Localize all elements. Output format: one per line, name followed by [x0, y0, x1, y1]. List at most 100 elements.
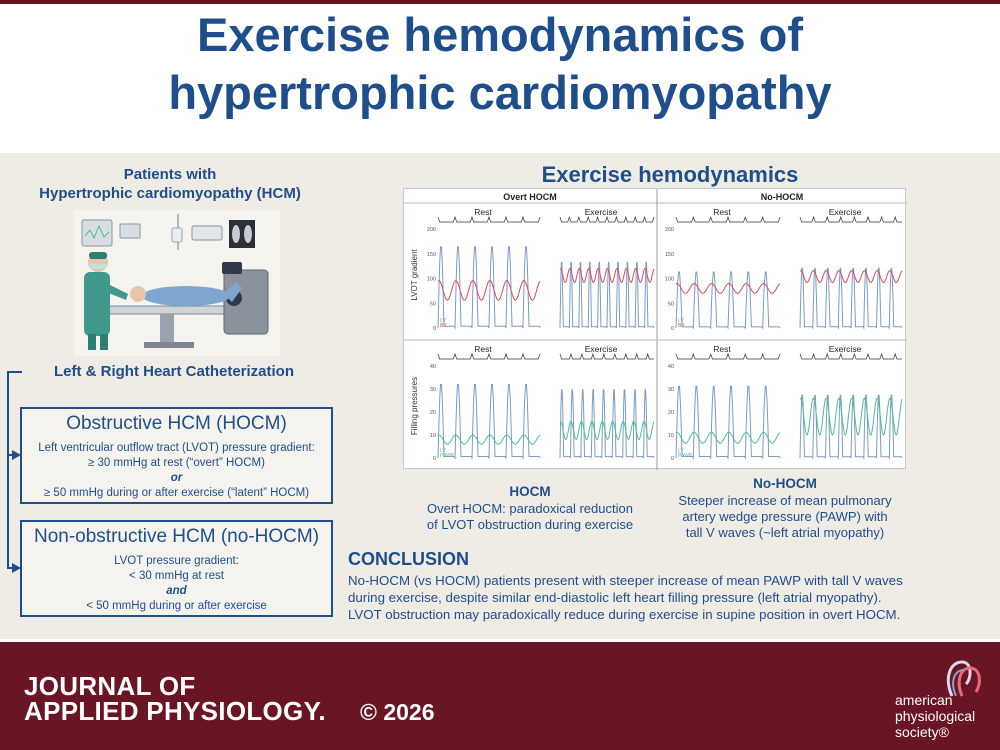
arrow-to-nohocm	[12, 563, 21, 573]
bracket-vertical	[7, 371, 9, 569]
exercise-hemodynamics-heading: Exercise hemodynamics	[541, 162, 799, 187]
journal-name-line-2: APPLIED PHYSIOLOGY.	[24, 696, 326, 726]
group-label-no-hocm: No-HOCM	[761, 192, 804, 202]
journal-name-line-1: JOURNAL OF	[24, 671, 196, 701]
society-name-line-2: physiological	[895, 708, 976, 724]
nohocm-exercise-filling-second-trace	[799, 397, 903, 436]
nohocm-rest-lvot-tick-label: 0	[671, 326, 674, 332]
catheterization-illustration	[74, 210, 280, 356]
hocm-exercise-lvot-label: Exercise	[585, 207, 618, 217]
nohocm-rest-lvot-label: Rest	[713, 207, 731, 217]
nohocm-rest-filling-tick-label: 0	[671, 456, 674, 462]
title-line-2: hypertrophic cardiomyopathy	[168, 66, 832, 119]
hocm-line-3: ≥ 50 mmHg during or after exercise (“lat…	[43, 487, 310, 499]
hocm-caption: HOCM Overt HOCM: paradoxical reduction o…	[410, 484, 650, 533]
hocm-rest-lvot-lv-trace	[437, 246, 541, 330]
hocm-caption-title: HOCM	[509, 484, 551, 499]
hocm-exercise-filling-lv-trace	[559, 389, 655, 459]
nohocm-exercise-filling-lv-trace	[799, 394, 903, 460]
hocm-rest-filling-lv-trace	[437, 384, 541, 460]
hocm-rest-lvot-tick-label: 100	[427, 277, 436, 283]
nohocm-rest-filling-lv-trace	[675, 385, 781, 460]
conclusion-line-1: No-HOCM (vs HOCM) patients present with …	[348, 573, 903, 588]
society-name-line-3: society®	[895, 724, 949, 740]
hocm-rest-filling-ecg-trace	[437, 352, 541, 360]
conclusion-line-2: during exercise, despite similar end-dia…	[348, 590, 882, 605]
patients-heading-line-1: Patients with	[123, 166, 217, 183]
nohocm-exercise-lvot-ecg-trace	[799, 215, 902, 223]
hocm-exercise-filling-ecg-trace	[559, 352, 654, 360]
nohocm-line-3: < 50 mmHg during or after exercise	[86, 600, 267, 612]
hocm-rest-lvot-tick-label: 0	[433, 326, 436, 332]
hocm-exercise-filling-panel: Exercise	[559, 344, 655, 459]
hocm-rest-lvot-second-trace	[437, 279, 541, 301]
nohocm-line-1: LVOT pressure gradient:	[114, 555, 239, 567]
nohocm-rest-filling-tick-label: 20	[668, 410, 674, 416]
hocm-line-2: ≥ 30 mmHg at rest (“overt” HOCM)	[88, 457, 265, 469]
hocm-exercise-lvot-second-trace	[559, 267, 655, 284]
copyright-year: © 2026	[360, 699, 435, 725]
hocm-exercise-lvot-panel: Exercise	[559, 207, 655, 329]
nohocm-caption-title: No-HOCM	[753, 476, 817, 491]
nohocm-caption-line-2: artery wedge pressure (PAWP) with	[682, 509, 888, 524]
hocm-rest-filling-label: Rest	[474, 344, 492, 354]
nohocm-definition-box: Non-obstructive HCM (no-HOCM) LVOT press…	[20, 520, 333, 617]
hocm-rest-lvot-tick-label: 200	[427, 227, 436, 233]
aps-logo-icon	[946, 660, 981, 697]
hocm-rest-filling-second-trace	[437, 434, 541, 445]
conclusion-line-3: LVOT obstruction may paradoxically reduc…	[348, 607, 901, 622]
hocm-exercise-filling-label: Exercise	[585, 344, 618, 354]
bracket-to-hocm	[7, 454, 13, 456]
nohocm-rest-filling-tick-label: 40	[668, 364, 674, 370]
journal-name: JOURNAL OF APPLIED PHYSIOLOGY.	[24, 671, 326, 726]
hocm-rest-filling-legend-lv: LV	[440, 448, 446, 454]
society-name-line-1: american	[895, 692, 953, 708]
hocm-line-1: Left ventricular outflow tract (LVOT) pr…	[38, 442, 315, 454]
nohocm-rest-lvot-tick-label: 200	[665, 227, 674, 233]
nohocm-exercise-filling-label: Exercise	[829, 344, 862, 354]
conclusion-heading: CONCLUSION	[348, 549, 469, 569]
nohocm-rest-filling-legend-lv: LV	[678, 448, 684, 454]
nohocm-exercise-filling-ecg-trace	[799, 352, 902, 360]
nohocm-rest-lvot-tick-label: 100	[665, 277, 674, 283]
arrow-to-hocm	[12, 450, 21, 460]
nohocm-rest-filling-label: Rest	[713, 344, 731, 354]
hemodynamic-tracings-figure: Overt HOCM No-HOCM LVOT gradient Filling…	[403, 188, 907, 470]
nohocm-rest-lvot-tick-label: 150	[665, 252, 674, 258]
hocm-rest-filling-tick-label: 30	[430, 387, 436, 393]
hocm-rest-filling-tick-label: 40	[430, 364, 436, 370]
nohocm-exercise-lvot-panel: Exercise	[799, 207, 903, 330]
nohocm-exercise-filling-panel: Exercise	[799, 344, 903, 460]
hocm-title: Obstructive HCM (HOCM)	[66, 413, 287, 434]
hocm-rest-lvot-label: Rest	[474, 207, 492, 217]
nohocm-exercise-lvot-label: Exercise	[829, 207, 862, 217]
nohocm-exercise-lvot-second-trace	[799, 270, 903, 284]
page-title: Exercise hemodynamics of hypertrophic ca…	[0, 6, 1000, 122]
hocm-rest-lvot-tick-label: 150	[427, 252, 436, 258]
nohocm-rest-filling-ecg-trace	[675, 352, 781, 360]
row-label-filling: Filling pressures	[410, 377, 419, 435]
nohocm-rest-lvot-legend-lv: LV	[678, 318, 684, 324]
hocm-exercise-filling-second-trace	[559, 420, 655, 441]
bracket-top	[7, 371, 22, 373]
nohocm-caption-line-1: Steeper increase of mean pulmonary	[678, 493, 892, 508]
nohocm-rest-lvot-second-trace	[675, 282, 781, 294]
nohocm-rest-filling-tick-label: 10	[668, 433, 674, 439]
nohocm-line-and: and	[166, 585, 187, 597]
journal-footer	[0, 642, 1000, 750]
hocm-caption-line-2: of LVOT obstruction during exercise	[426, 517, 634, 532]
patients-heading-line-2: Hypertrophic cardiomyopathy (HCM)	[39, 185, 301, 202]
group-label-overt-hocm: Overt HOCM	[503, 192, 557, 202]
nohocm-line-2: < 30 mmHg at rest	[129, 570, 224, 582]
nohocm-title: Non-obstructive HCM (no-HOCM)	[33, 526, 320, 547]
hocm-rest-lvot-legend-lv: LV	[440, 318, 446, 324]
hocm-rest-lvot-tick-label: 50	[430, 301, 436, 307]
nohocm-rest-filling-second-trace	[675, 431, 781, 444]
top-rule	[0, 0, 1000, 4]
hocm-caption-line-1: Overt HOCM: paradoxical reduction	[427, 501, 633, 516]
title-line-1: Exercise hemodynamics of	[196, 8, 804, 61]
nohocm-rest-lvot-lv-trace	[675, 271, 781, 330]
